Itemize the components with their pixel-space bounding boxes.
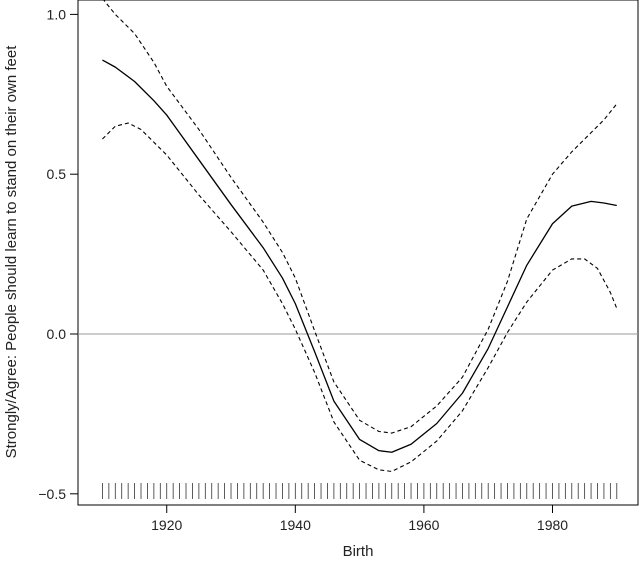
estimate-line [102,59,617,453]
x-tick-label: 1980 [537,517,568,533]
x-axis-label: Birth [343,543,374,560]
y-tick-label: 0.5 [47,166,67,182]
y-axis-label: Strongly/Agree: People should learn to s… [3,45,20,459]
x-axis: 1920 1940 1960 1980 [151,505,568,533]
y-tick-label: 1.0 [47,6,67,22]
y-tick-label: 0.0 [47,326,67,342]
x-tick-label: 1940 [280,517,311,533]
y-tick-label: −0.5 [38,486,66,502]
x-tick-label: 1920 [151,517,182,533]
x-tick-label: 1960 [408,517,439,533]
upper-confidence-line [103,0,618,434]
plot-frame [77,0,639,506]
series-layer [102,0,618,472]
y-axis: −0.5 0.0 0.5 1.0 [38,6,78,502]
rug-layer [102,483,618,499]
lower-confidence-line [102,122,618,472]
